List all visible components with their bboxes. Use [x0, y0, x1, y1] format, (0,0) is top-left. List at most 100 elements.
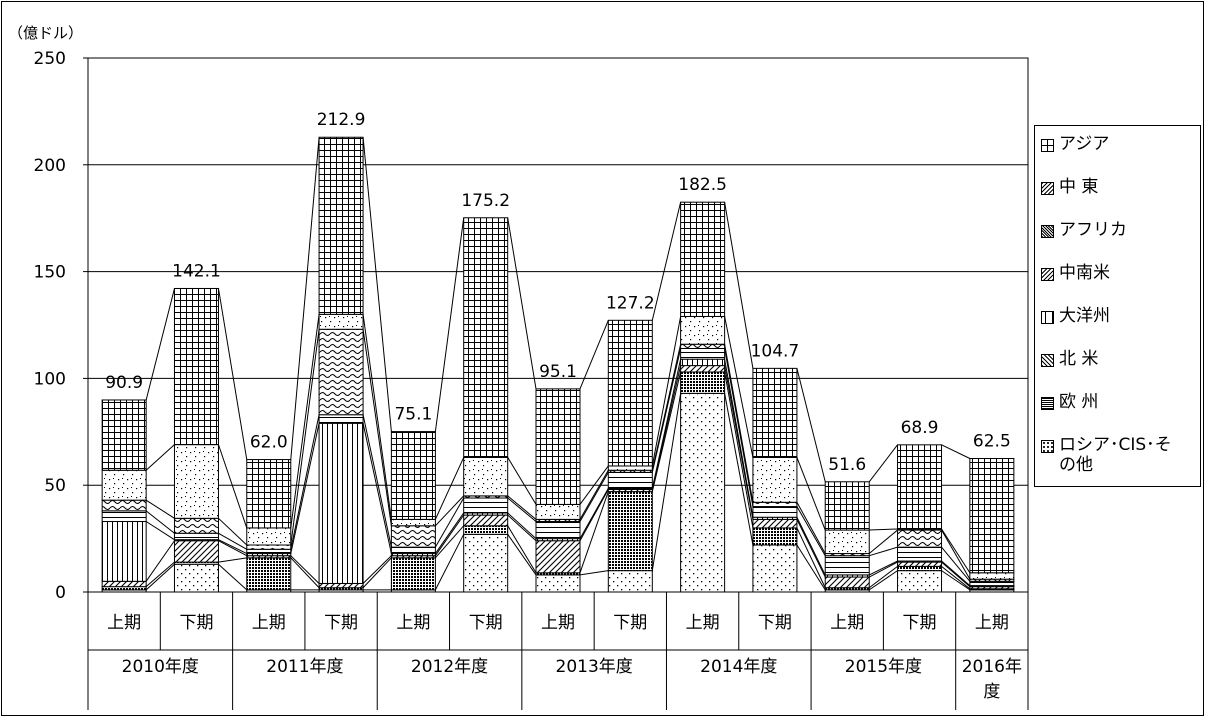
bar-segment — [463, 533, 509, 593]
x-tick-label: 上期 — [830, 613, 864, 633]
bar-segment — [752, 518, 798, 529]
bar-segment — [607, 465, 653, 471]
series-connector — [579, 465, 609, 505]
bar-segment — [607, 491, 653, 572]
bar-segment — [246, 527, 292, 546]
series-connector — [218, 539, 247, 555]
bar-segment — [535, 388, 581, 505]
bar-segment — [173, 540, 219, 563]
series-connector — [145, 444, 175, 471]
bar-segment — [897, 570, 943, 593]
total-label: 68.9 — [901, 418, 939, 438]
legend: アジア中 東アフリカ 中南米 大洋州北 米欧 州ロシア･CIS･その他 — [1034, 125, 1201, 487]
series-connector — [651, 371, 682, 492]
bar-segment — [173, 287, 219, 446]
y-tick-label: 0 — [55, 583, 66, 603]
legend-item: ロシア･CIS･その他 — [1041, 435, 1184, 475]
legend-label: 大洋州 — [1059, 306, 1110, 326]
series-connector — [579, 491, 609, 573]
series-connector — [869, 546, 898, 557]
series-connector — [145, 510, 175, 534]
bar-segment — [390, 546, 436, 555]
bar-segment — [173, 444, 219, 519]
series-connector — [217, 288, 248, 460]
legend-label: アジア — [1059, 134, 1110, 154]
x-tick-label: 上期 — [252, 613, 286, 633]
bar-segment — [318, 328, 364, 416]
series-connector — [290, 555, 320, 584]
series-connector — [435, 495, 465, 527]
total-label: 175.2 — [461, 191, 510, 211]
legend-item: 北 米 — [1041, 349, 1184, 369]
y-tick-label: 50 — [44, 476, 66, 496]
bar-segment — [607, 471, 653, 489]
bar-segment — [390, 518, 436, 527]
bar-segment — [969, 580, 1015, 587]
series-connector — [579, 488, 609, 539]
bar-segment — [463, 514, 509, 527]
bar-segment — [897, 565, 943, 572]
series-connector — [941, 444, 971, 459]
bar-segment — [680, 347, 726, 360]
bar-segment — [463, 525, 509, 535]
series-connector — [507, 525, 537, 574]
total-label: 95.1 — [539, 362, 577, 382]
bar-segment — [463, 497, 509, 514]
bar-segment — [463, 456, 509, 497]
series-connector — [145, 499, 175, 519]
series-connector — [651, 316, 682, 467]
total-label: 51.6 — [828, 455, 866, 475]
bar-segment — [463, 217, 509, 458]
series-connector — [651, 348, 682, 473]
series-connector — [362, 557, 392, 589]
y-tick-label: 250 — [34, 49, 66, 69]
series-connector — [651, 359, 682, 489]
bar-segment — [390, 431, 436, 520]
total-label: 104.7 — [751, 341, 800, 361]
series-connector — [290, 329, 320, 546]
bar-segment — [101, 510, 147, 523]
series-connector — [362, 555, 392, 584]
x-tick-label: 下期 — [613, 613, 647, 633]
series-connector — [145, 540, 175, 582]
series-connector — [724, 202, 754, 369]
series-connector — [868, 561, 898, 578]
bar-segment — [535, 540, 581, 574]
total-label: 62.5 — [973, 432, 1011, 452]
series-connector — [507, 495, 537, 520]
legend-label: 中南米 — [1059, 263, 1110, 283]
series-connector — [724, 359, 754, 518]
total-label: 182.5 — [678, 175, 727, 195]
series-connector — [507, 514, 537, 542]
series-connector — [724, 371, 754, 529]
bar-segment — [824, 481, 870, 531]
series-connector — [434, 512, 465, 554]
bar-segment — [390, 525, 436, 548]
series-connector — [724, 344, 754, 503]
series-connector — [579, 320, 609, 390]
series-connector — [362, 414, 392, 548]
x-tick-label: 上期 — [107, 613, 141, 633]
x-tick-label: 上期 — [396, 613, 430, 633]
series-connector — [724, 348, 754, 507]
bar-segment — [680, 365, 726, 373]
series-connector — [218, 532, 248, 550]
series-connector — [941, 546, 971, 582]
legend-label: 欧 州 — [1059, 392, 1099, 412]
bar-segment — [824, 555, 870, 576]
series-connector — [290, 423, 320, 554]
year-label-wrap: 度 — [983, 682, 1000, 702]
year-label: 2014年度 — [700, 657, 777, 677]
series-connector — [796, 502, 826, 554]
total-label: 62.0 — [250, 433, 288, 453]
legend-swatch — [1041, 139, 1054, 152]
series-connector — [434, 497, 465, 548]
bar-segment — [680, 392, 726, 593]
bar-segment — [824, 529, 870, 555]
bar-segment — [897, 546, 943, 562]
series-connector — [868, 444, 898, 483]
series-connector — [145, 563, 175, 591]
legend-swatch — [1041, 225, 1054, 238]
series-connector — [579, 469, 609, 520]
bar-segment — [680, 201, 726, 317]
